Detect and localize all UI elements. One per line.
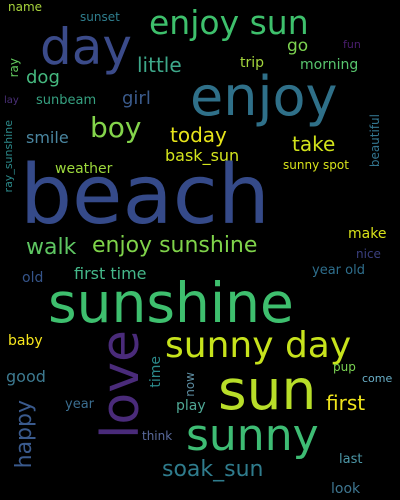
word-day: day — [40, 18, 132, 76]
word-go: go — [287, 36, 309, 56]
word-sunset: sunset — [80, 10, 120, 24]
word-beautiful: beautiful — [368, 114, 382, 168]
word-now: now — [183, 372, 197, 397]
word-sunny-spot: sunny spot — [283, 158, 349, 172]
word-happy: happy — [12, 400, 37, 469]
word-fun: fun — [343, 38, 361, 51]
word-think: think — [142, 429, 173, 443]
word-nice: nice — [356, 247, 381, 261]
word-girl: girl — [122, 88, 151, 109]
word-enjoy-sun: enjoy sun — [149, 3, 309, 42]
word-last: last — [339, 452, 363, 467]
word-soak-sun: soak_sun — [162, 457, 264, 482]
word-weather: weather — [55, 161, 113, 177]
word-year: year — [65, 397, 95, 412]
word-walk: walk — [26, 235, 77, 260]
word-sunny: sunny — [186, 410, 319, 461]
word-today: today — [170, 123, 227, 147]
word-year-old: year old — [312, 263, 365, 278]
word-sun: sun — [218, 358, 317, 422]
word-pup: pup — [333, 360, 356, 374]
word-sunshine: sunshine — [48, 271, 294, 335]
word-first: first — [326, 391, 366, 415]
word-smile: smile — [26, 128, 69, 147]
word-trip: trip — [240, 55, 265, 71]
word-enjoy-sunshine: enjoy sunshine — [92, 233, 258, 258]
word-beach: beach — [20, 148, 270, 243]
word-bask-sun: bask_sun — [165, 146, 240, 165]
word-little: little — [137, 53, 182, 77]
word-sunny-day: sunny day — [165, 325, 352, 366]
word-good: good — [6, 367, 46, 386]
word-morning: morning — [300, 57, 359, 73]
word-lay: lay — [4, 95, 19, 106]
word-love: love — [91, 330, 151, 440]
word-come: come — [362, 372, 393, 385]
word-take: take — [292, 132, 336, 156]
word-boy: boy — [90, 111, 142, 144]
word-old: old — [22, 270, 44, 286]
word-first-time: first time — [74, 264, 147, 283]
word-enjoy: enjoy — [190, 65, 338, 128]
word-ray: ray — [7, 58, 21, 78]
word-baby: baby — [8, 333, 43, 349]
word-ray-sunshine: ray_sunshine — [2, 120, 15, 193]
word-name: name — [8, 0, 43, 14]
word-sunbeam: sunbeam — [36, 93, 97, 108]
word-time: time — [148, 356, 164, 388]
word-look: look — [331, 481, 361, 497]
word-play: play — [176, 398, 206, 414]
word-make: make — [348, 226, 387, 242]
word-dog: dog — [26, 67, 60, 88]
